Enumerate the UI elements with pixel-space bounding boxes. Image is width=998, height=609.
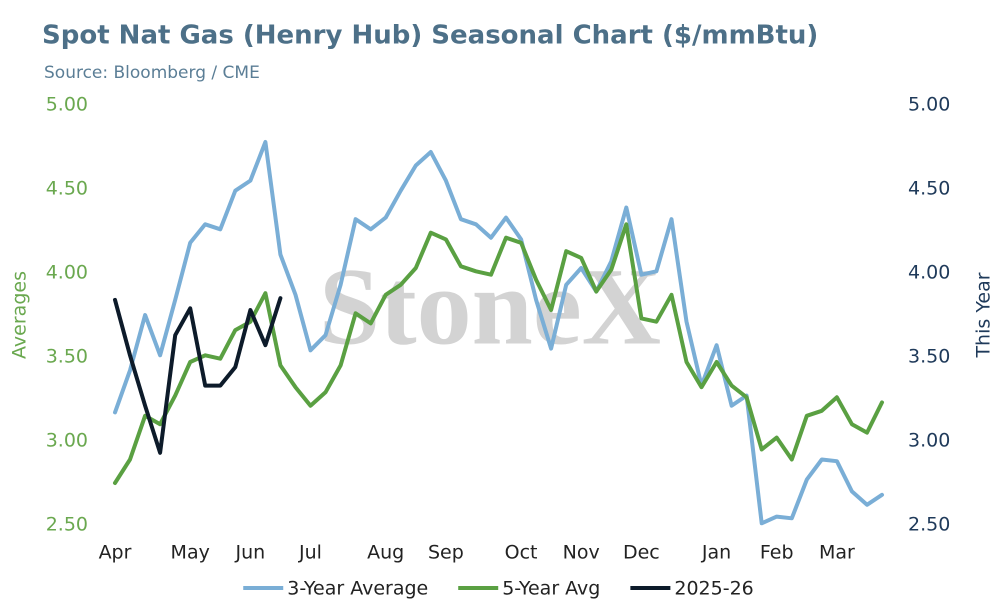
y2-tick-label: 4.50: [908, 178, 950, 200]
watermark: StoneX: [319, 245, 661, 367]
y2-tick-label: 3.00: [908, 430, 950, 452]
x-tick-label: Oct: [505, 542, 538, 564]
x-tick-label: May: [171, 542, 210, 564]
x-tick-label: Jun: [235, 542, 266, 564]
legend: 3-Year Average 5-Year Avg 2025-26: [243, 578, 754, 600]
y2-tick-label: 3.50: [908, 346, 950, 368]
x-tick-label: Sep: [428, 542, 464, 564]
chart-title: Spot Nat Gas (Henry Hub) Seasonal Chart …: [42, 21, 818, 51]
series-line: [113, 222, 884, 485]
x-tick-label: Aug: [367, 542, 404, 564]
x-tick-label: Apr: [99, 542, 132, 564]
chart-subtitle: Source: Bloomberg / CME: [44, 63, 260, 83]
y2-tick-label: 4.00: [908, 262, 950, 284]
legend-label: 3-Year Average: [287, 578, 428, 600]
x-tick-label: Feb: [760, 542, 794, 564]
x-tick-label: Mar: [819, 542, 855, 564]
y2-tick-label: 2.50: [908, 514, 950, 536]
y2-axis-label: This Year: [973, 272, 995, 358]
y-tick-label: 2.50: [46, 514, 88, 536]
x-tick-label: Nov: [563, 542, 600, 564]
legend-label: 2025-26: [674, 578, 753, 600]
y-tick-label: 4.50: [46, 178, 88, 200]
y2-tick-label: 5.00: [908, 94, 950, 116]
x-tick-label: Jan: [701, 542, 731, 564]
y-tick-label: 4.00: [46, 262, 88, 284]
y-tick-label: 5.00: [46, 94, 88, 116]
y-tick-label: 3.00: [46, 430, 88, 452]
y-axis-label: Averages: [9, 271, 31, 359]
x-tick-label: Dec: [623, 542, 660, 564]
y-tick-label: 3.50: [46, 346, 88, 368]
legend-label: 5-Year Avg: [502, 578, 600, 600]
series-line: [113, 140, 884, 526]
series-line: [113, 296, 283, 455]
x-tick-label: Jul: [298, 542, 322, 564]
